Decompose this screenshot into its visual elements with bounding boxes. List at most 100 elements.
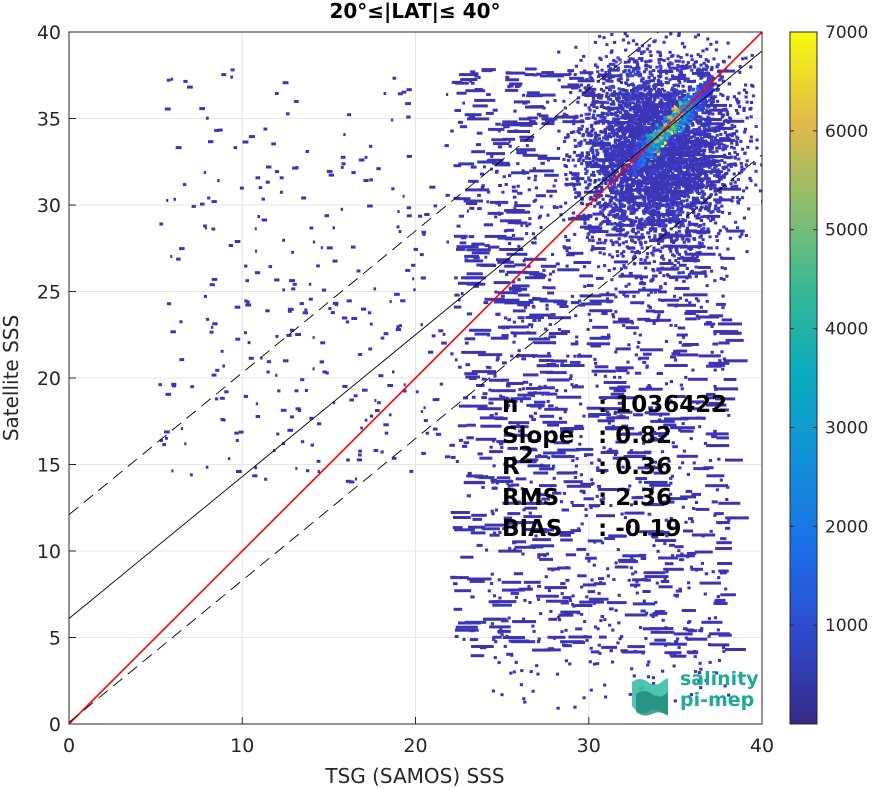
density-cell [672, 66, 677, 70]
density-cell [481, 485, 485, 489]
density-cell [652, 126, 656, 130]
density-cell [684, 252, 700, 256]
density-cell [673, 88, 677, 92]
density-cell [469, 638, 479, 642]
density-cell [673, 162, 677, 166]
density-cell [655, 65, 659, 69]
density-cell [609, 111, 613, 115]
density-cell [664, 651, 682, 655]
density-cell [522, 447, 536, 451]
density-cell [597, 114, 601, 118]
density-cell [638, 240, 642, 244]
density-cell [580, 124, 584, 128]
density-cell [643, 225, 647, 229]
density-cell [565, 238, 571, 242]
density-cell [561, 508, 569, 512]
density-cell [613, 179, 617, 183]
density-cell [652, 274, 658, 278]
density-cell [608, 88, 612, 92]
density-cell [579, 140, 583, 144]
density-cell [510, 397, 532, 401]
density-cell [670, 88, 674, 92]
density-cell [686, 637, 708, 641]
density-cell [633, 251, 638, 254]
density-cell [458, 162, 475, 166]
density-cell [604, 169, 608, 173]
density-cell [587, 232, 591, 236]
density-cell [515, 477, 527, 481]
density-cell [621, 38, 625, 42]
density-cell [715, 387, 739, 391]
density-cell [562, 218, 566, 222]
density-cell [710, 160, 714, 164]
density-cell [758, 189, 762, 193]
density-cell [723, 378, 737, 381]
density-cell [661, 147, 665, 151]
density-cell [608, 607, 614, 611]
density-cell [644, 96, 648, 100]
density-cell [733, 180, 737, 184]
density-cell [563, 164, 567, 167]
density-cell [535, 194, 546, 198]
density-cell [633, 72, 637, 76]
density-cell [643, 571, 666, 575]
density-cell [573, 232, 577, 236]
density-cell [653, 193, 657, 197]
density-cell [648, 195, 668, 199]
density-cell [539, 114, 549, 118]
density-cell [645, 309, 655, 313]
density-cell [714, 159, 718, 163]
density-cell [675, 349, 688, 353]
density-cell [478, 353, 503, 357]
density-cell [669, 32, 673, 36]
density-cell [723, 147, 728, 150]
density-cell [613, 221, 617, 225]
density-cell [599, 407, 624, 411]
density-cell [677, 197, 681, 201]
density-cell [649, 71, 653, 75]
density-cell [711, 183, 715, 187]
density-cell [698, 146, 702, 150]
density-cell [685, 158, 689, 161]
density-cell [658, 202, 662, 206]
density-cell [653, 172, 657, 176]
density-cell [606, 101, 610, 105]
density-cell [502, 137, 516, 141]
density-cell [703, 139, 707, 143]
density-cell [704, 274, 708, 278]
density-cell [640, 108, 644, 112]
density-cell [669, 142, 675, 146]
density-cell [738, 235, 742, 239]
density-cell [670, 355, 677, 359]
density-cell [597, 119, 601, 123]
density-cell [723, 161, 727, 165]
density-cell [644, 176, 667, 180]
density-cell [681, 171, 685, 175]
density-cell [640, 233, 644, 237]
density-cell [742, 189, 746, 193]
density-cell [664, 204, 668, 208]
density-cell [517, 393, 533, 397]
density-cell [685, 317, 697, 321]
density-cell [639, 243, 643, 247]
density-cell [577, 131, 582, 135]
density-cell [580, 302, 602, 306]
density-cell [506, 270, 528, 274]
density-cell [620, 272, 624, 276]
density-cell [476, 263, 495, 267]
density-cell [572, 150, 577, 154]
density-cell [608, 62, 612, 66]
density-cell [655, 318, 672, 322]
density-cell [618, 183, 622, 187]
density-cell [602, 161, 606, 165]
density-cell [659, 149, 663, 153]
density-cell [664, 107, 668, 111]
density-cell [645, 112, 649, 116]
density-cell [577, 141, 581, 145]
density-cell [683, 627, 688, 631]
density-cell [611, 132, 615, 136]
density-cell [658, 235, 672, 239]
density-cell [693, 257, 697, 261]
density-cell [577, 79, 595, 83]
density-cell [699, 581, 721, 585]
